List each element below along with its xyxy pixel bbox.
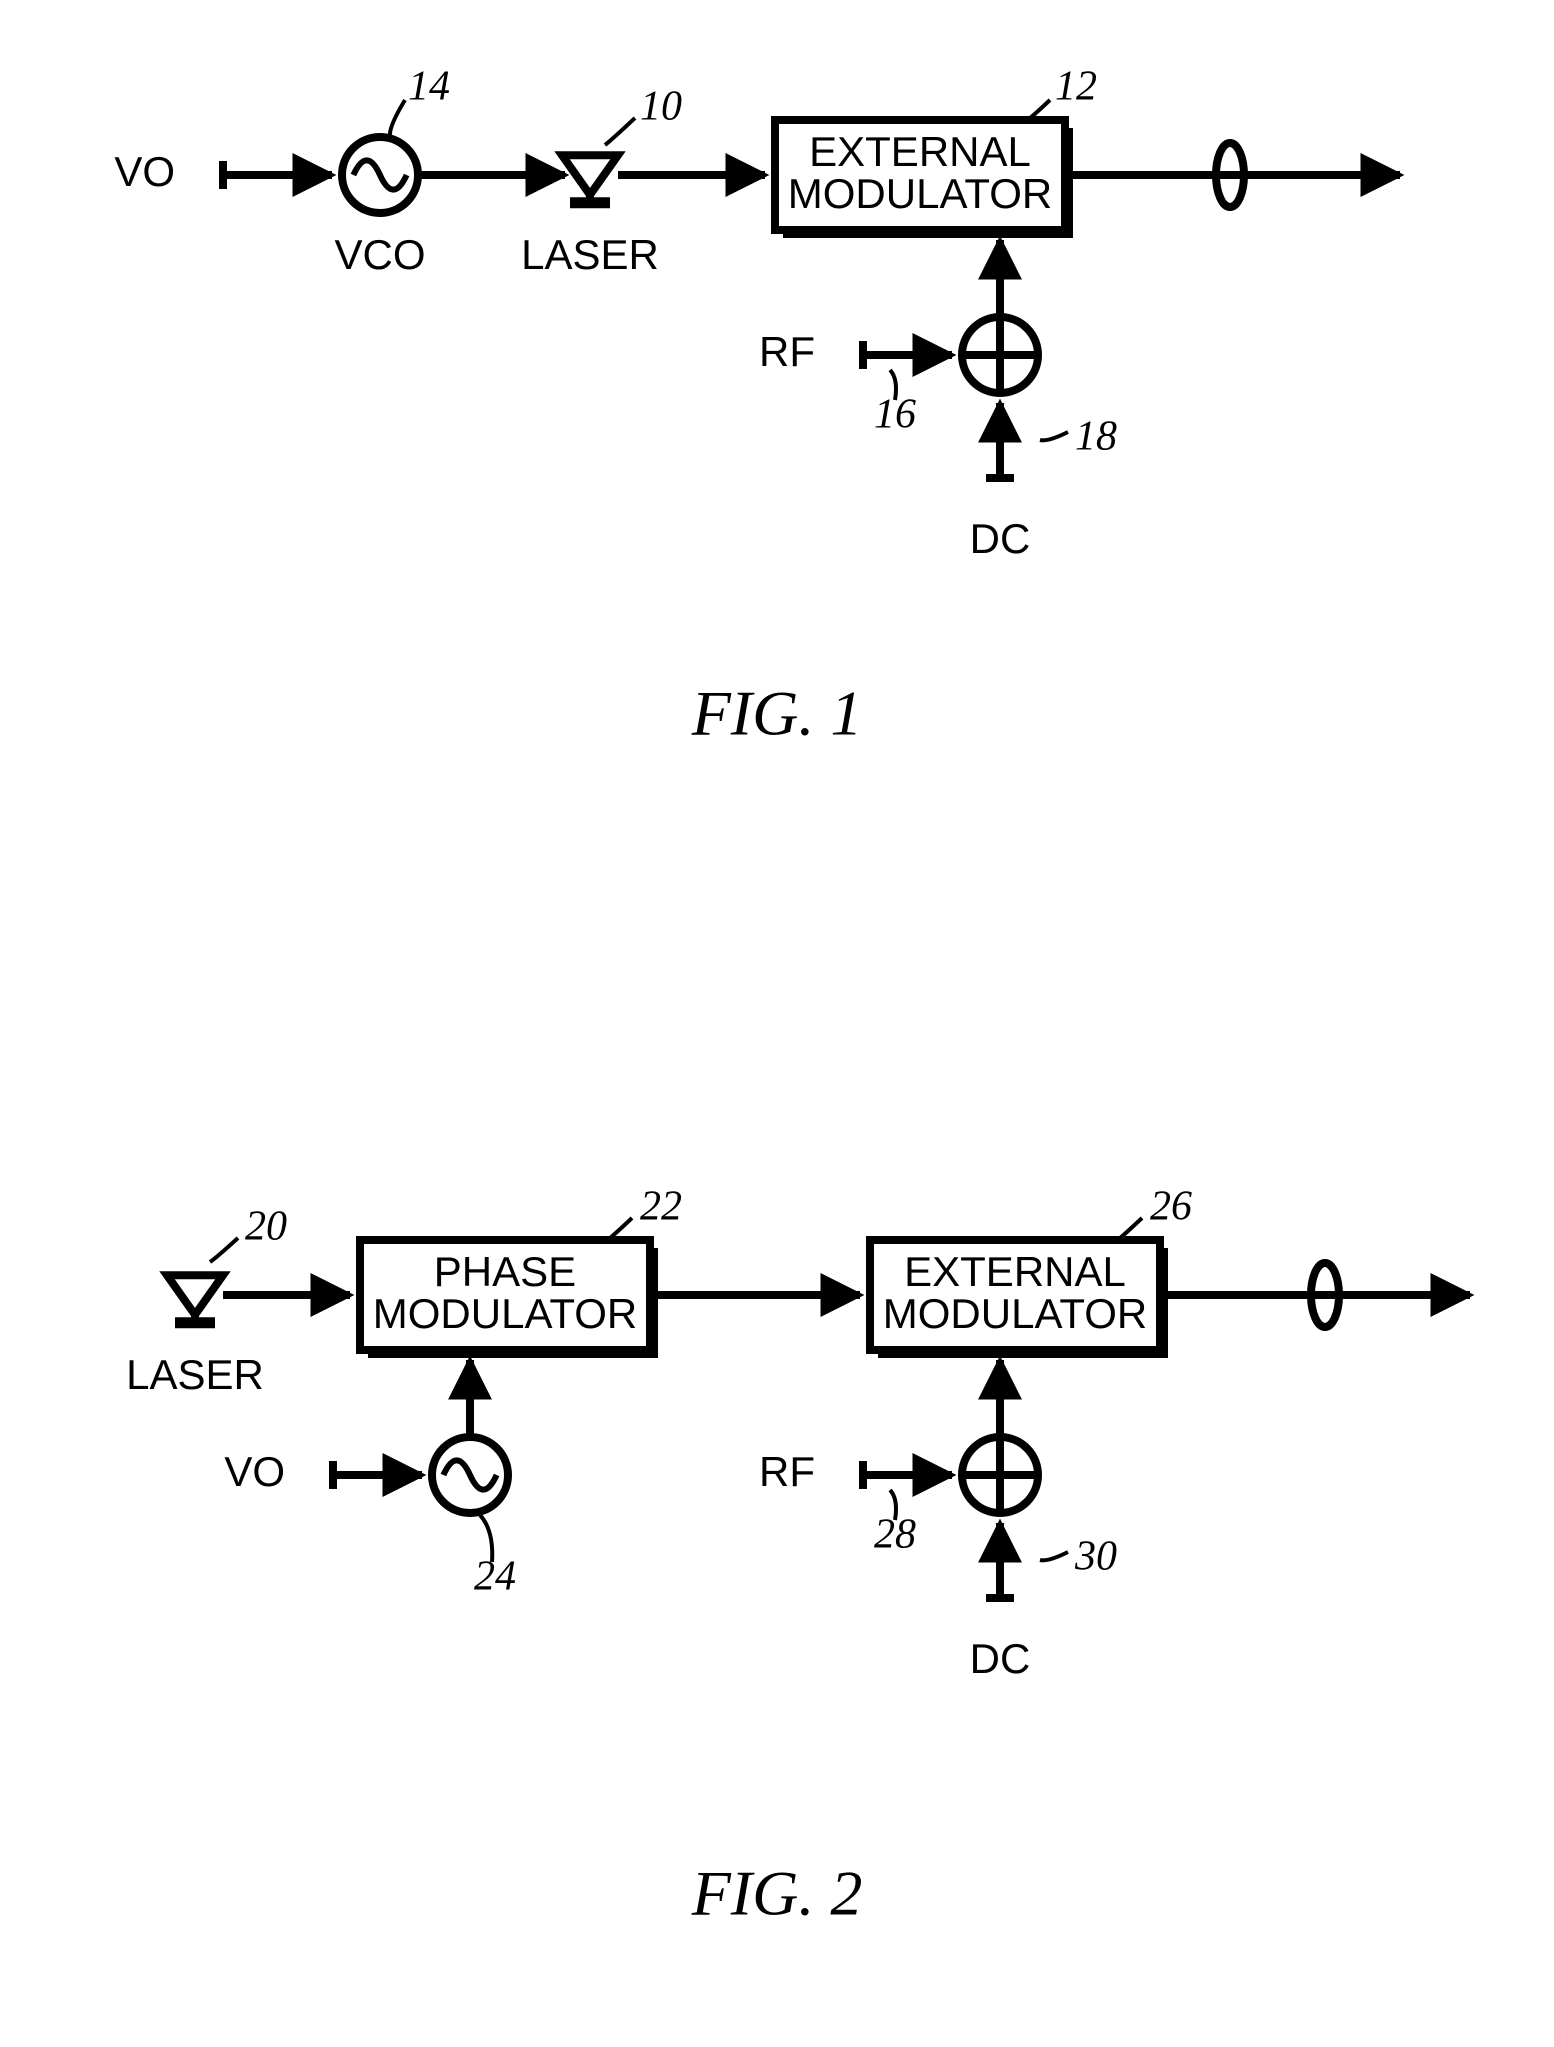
diagram-canvas: VOVCOLASEREXTERNALMODULATORRFDC141012161… xyxy=(0,0,1554,2047)
ref-leader xyxy=(210,1238,238,1262)
ref-leader xyxy=(610,1218,632,1238)
ref-leader xyxy=(1120,1218,1142,1238)
fig2-external-modulator-line2: MODULATOR xyxy=(883,1290,1147,1337)
fig2-ref-30: 30 xyxy=(1074,1534,1117,1580)
fig1-external-modulator-line2: MODULATOR xyxy=(788,170,1052,217)
fig1-laser xyxy=(562,155,618,195)
fig1-external-modulator-line1: EXTERNAL xyxy=(809,128,1031,175)
fig2-external-modulator-line1: EXTERNAL xyxy=(904,1248,1126,1295)
fig1-caption: FIG. 1 xyxy=(691,678,863,749)
fig2-ref-24: 24 xyxy=(474,1554,516,1600)
fig2-caption: FIG. 2 xyxy=(691,1858,863,1929)
ref-leader xyxy=(1040,432,1068,440)
fig2-dc-label: DC xyxy=(970,1635,1031,1682)
fig1-ref-12: 12 xyxy=(1055,64,1097,110)
fig1-ref-10: 10 xyxy=(640,84,682,130)
fig2-rf-label: RF xyxy=(759,1448,815,1495)
fig2-ref-20: 20 xyxy=(245,1204,287,1250)
fig2-ref-22: 22 xyxy=(640,1184,682,1230)
fig1-rf-label: RF xyxy=(759,328,815,375)
ref-leader xyxy=(605,118,635,145)
fig1-laser-label: LASER xyxy=(521,231,659,278)
fig1-ref-14: 14 xyxy=(408,64,450,110)
ref-leader xyxy=(1030,100,1050,118)
fig2-ref-26: 26 xyxy=(1150,1184,1192,1230)
fig1-ref-18: 18 xyxy=(1075,414,1117,460)
fig1-dc-label: DC xyxy=(970,515,1031,562)
fig1-vo-label: VO xyxy=(114,148,175,195)
fig2-laser-label: LASER xyxy=(126,1351,264,1398)
fig2-vo-label: VO xyxy=(224,1448,285,1495)
fig2-laser xyxy=(167,1275,223,1315)
ref-leader xyxy=(390,100,405,135)
ref-leader xyxy=(1040,1552,1068,1560)
fig2-phase-modulator-line2: MODULATOR xyxy=(373,1290,637,1337)
fig1-vco-label: VCO xyxy=(334,231,425,278)
fig2-phase-modulator-line1: PHASE xyxy=(434,1248,576,1295)
